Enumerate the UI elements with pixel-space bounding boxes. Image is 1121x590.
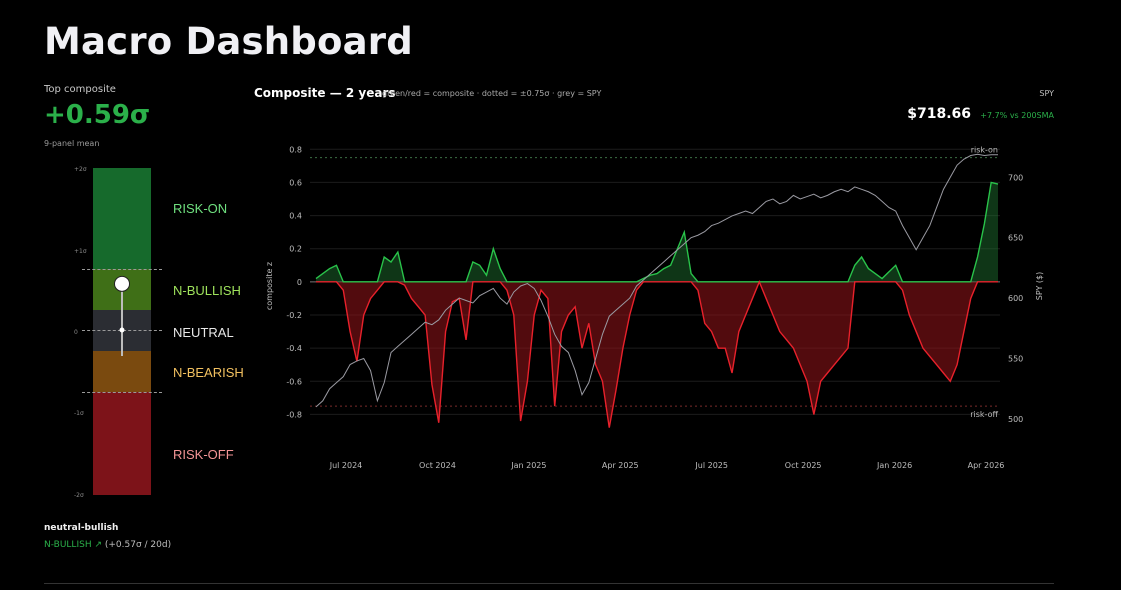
composite-positive-area <box>316 182 998 282</box>
top-composite-sub: 9-panel mean <box>44 139 100 148</box>
y-right-axis-label: SPY ($) <box>1035 272 1044 301</box>
threshold-upper-label: risk-on <box>971 146 998 155</box>
gauge-tick: -2σ <box>74 492 84 499</box>
y-left-tick-label: 0 <box>297 278 302 287</box>
x-tick-label: Jan 2026 <box>876 461 912 470</box>
x-tick-label: Jan 2025 <box>510 461 546 470</box>
composite-negative-line <box>316 280 998 428</box>
gauge-marker <box>114 275 130 356</box>
gauge-tick: +2σ <box>74 166 87 173</box>
spy-line <box>315 153 998 408</box>
gauge-median-dot <box>119 327 125 333</box>
y-right-tick-label: 600 <box>1008 294 1023 303</box>
y-right-tick-label: 550 <box>1008 355 1023 364</box>
x-tick-label: Jul 2024 <box>329 461 363 470</box>
composite-chart: 0.8 0.6 0.4 0.2 0 -0.2 -0.4 -0.6 -0.8 700 650 600 55… <box>265 145 1044 470</box>
composite-positive-line <box>315 181 999 283</box>
gauge-threshold-upper <box>82 269 162 270</box>
y-left-tick-label: 0.8 <box>289 145 302 154</box>
page-title: Macro Dashboard <box>44 20 413 63</box>
gauge-tick: +1σ <box>74 248 87 255</box>
top-composite-value: +0.59σ <box>44 100 151 130</box>
y-left-tick-label: 0.6 <box>289 178 302 187</box>
band-n-bearish <box>93 351 151 392</box>
y-right-tick-label: 700 <box>1008 173 1023 182</box>
top-composite-label: Top composite <box>44 84 116 95</box>
regime-title: neutral-bullish <box>44 523 119 533</box>
y-left-tick-label: 0.2 <box>289 245 302 254</box>
regime-tag: N-BULLISH ↗ <box>44 540 102 550</box>
chart-title: Composite — 2 years <box>254 86 396 100</box>
spy-price: $718.66 <box>907 106 971 122</box>
x-tick-label: Oct 2024 <box>419 461 456 470</box>
bottom-divider <box>44 583 1054 584</box>
band-label-n-bullish: N-BULLISH <box>173 283 241 298</box>
y-left-tick-label: -0.2 <box>286 311 302 320</box>
x-tick-label: Oct 2025 <box>785 461 822 470</box>
band-label-n-bearish: N-BEARISH <box>173 365 243 380</box>
x-tick-label: Apr 2026 <box>968 461 1005 470</box>
spy-change: +7.7% vs 200SMA <box>980 111 1054 120</box>
regime-change: (+0.57σ / 20d) <box>104 540 172 550</box>
x-tick-label: Jul 2025 <box>694 461 728 470</box>
gauge-threshold-lower <box>82 392 162 393</box>
y-left-tick-label: -0.6 <box>286 377 302 386</box>
x-tick-label: Apr 2025 <box>602 461 639 470</box>
gauge-tick: -1σ <box>74 410 84 417</box>
band-risk-off <box>93 392 151 495</box>
y-left-tick-label: -0.8 <box>286 410 302 419</box>
sigma-gauge: +2σ +1σ 0 -1σ -2σ RISK-ON N-BULLISH NEUT… <box>60 160 260 505</box>
y-right-tick-label: 650 <box>1008 234 1023 243</box>
threshold-lower-label: risk-off <box>970 410 998 419</box>
band-label-risk-on: RISK-ON <box>173 201 228 216</box>
spy-label: SPY <box>1039 89 1054 98</box>
chart-legend: green/red = composite · dotted = ±0.75σ … <box>382 89 602 98</box>
y-right-tick-label: 500 <box>1008 415 1023 424</box>
composite-negative-area <box>316 281 998 428</box>
regime-detail: N-BULLISH ↗ (+0.57σ / 20d) <box>44 540 171 550</box>
y-left-tick-label: -0.4 <box>286 344 302 353</box>
gauge-current-dot <box>114 275 130 292</box>
y-left-axis-label: composite z <box>265 262 274 310</box>
y-left-tick-label: 0.4 <box>289 212 302 221</box>
band-label-risk-off: RISK-OFF <box>173 447 234 462</box>
band-risk-on <box>93 168 151 269</box>
band-label-neutral: NEUTRAL <box>173 325 234 340</box>
gauge-tick: 0 <box>74 329 78 336</box>
